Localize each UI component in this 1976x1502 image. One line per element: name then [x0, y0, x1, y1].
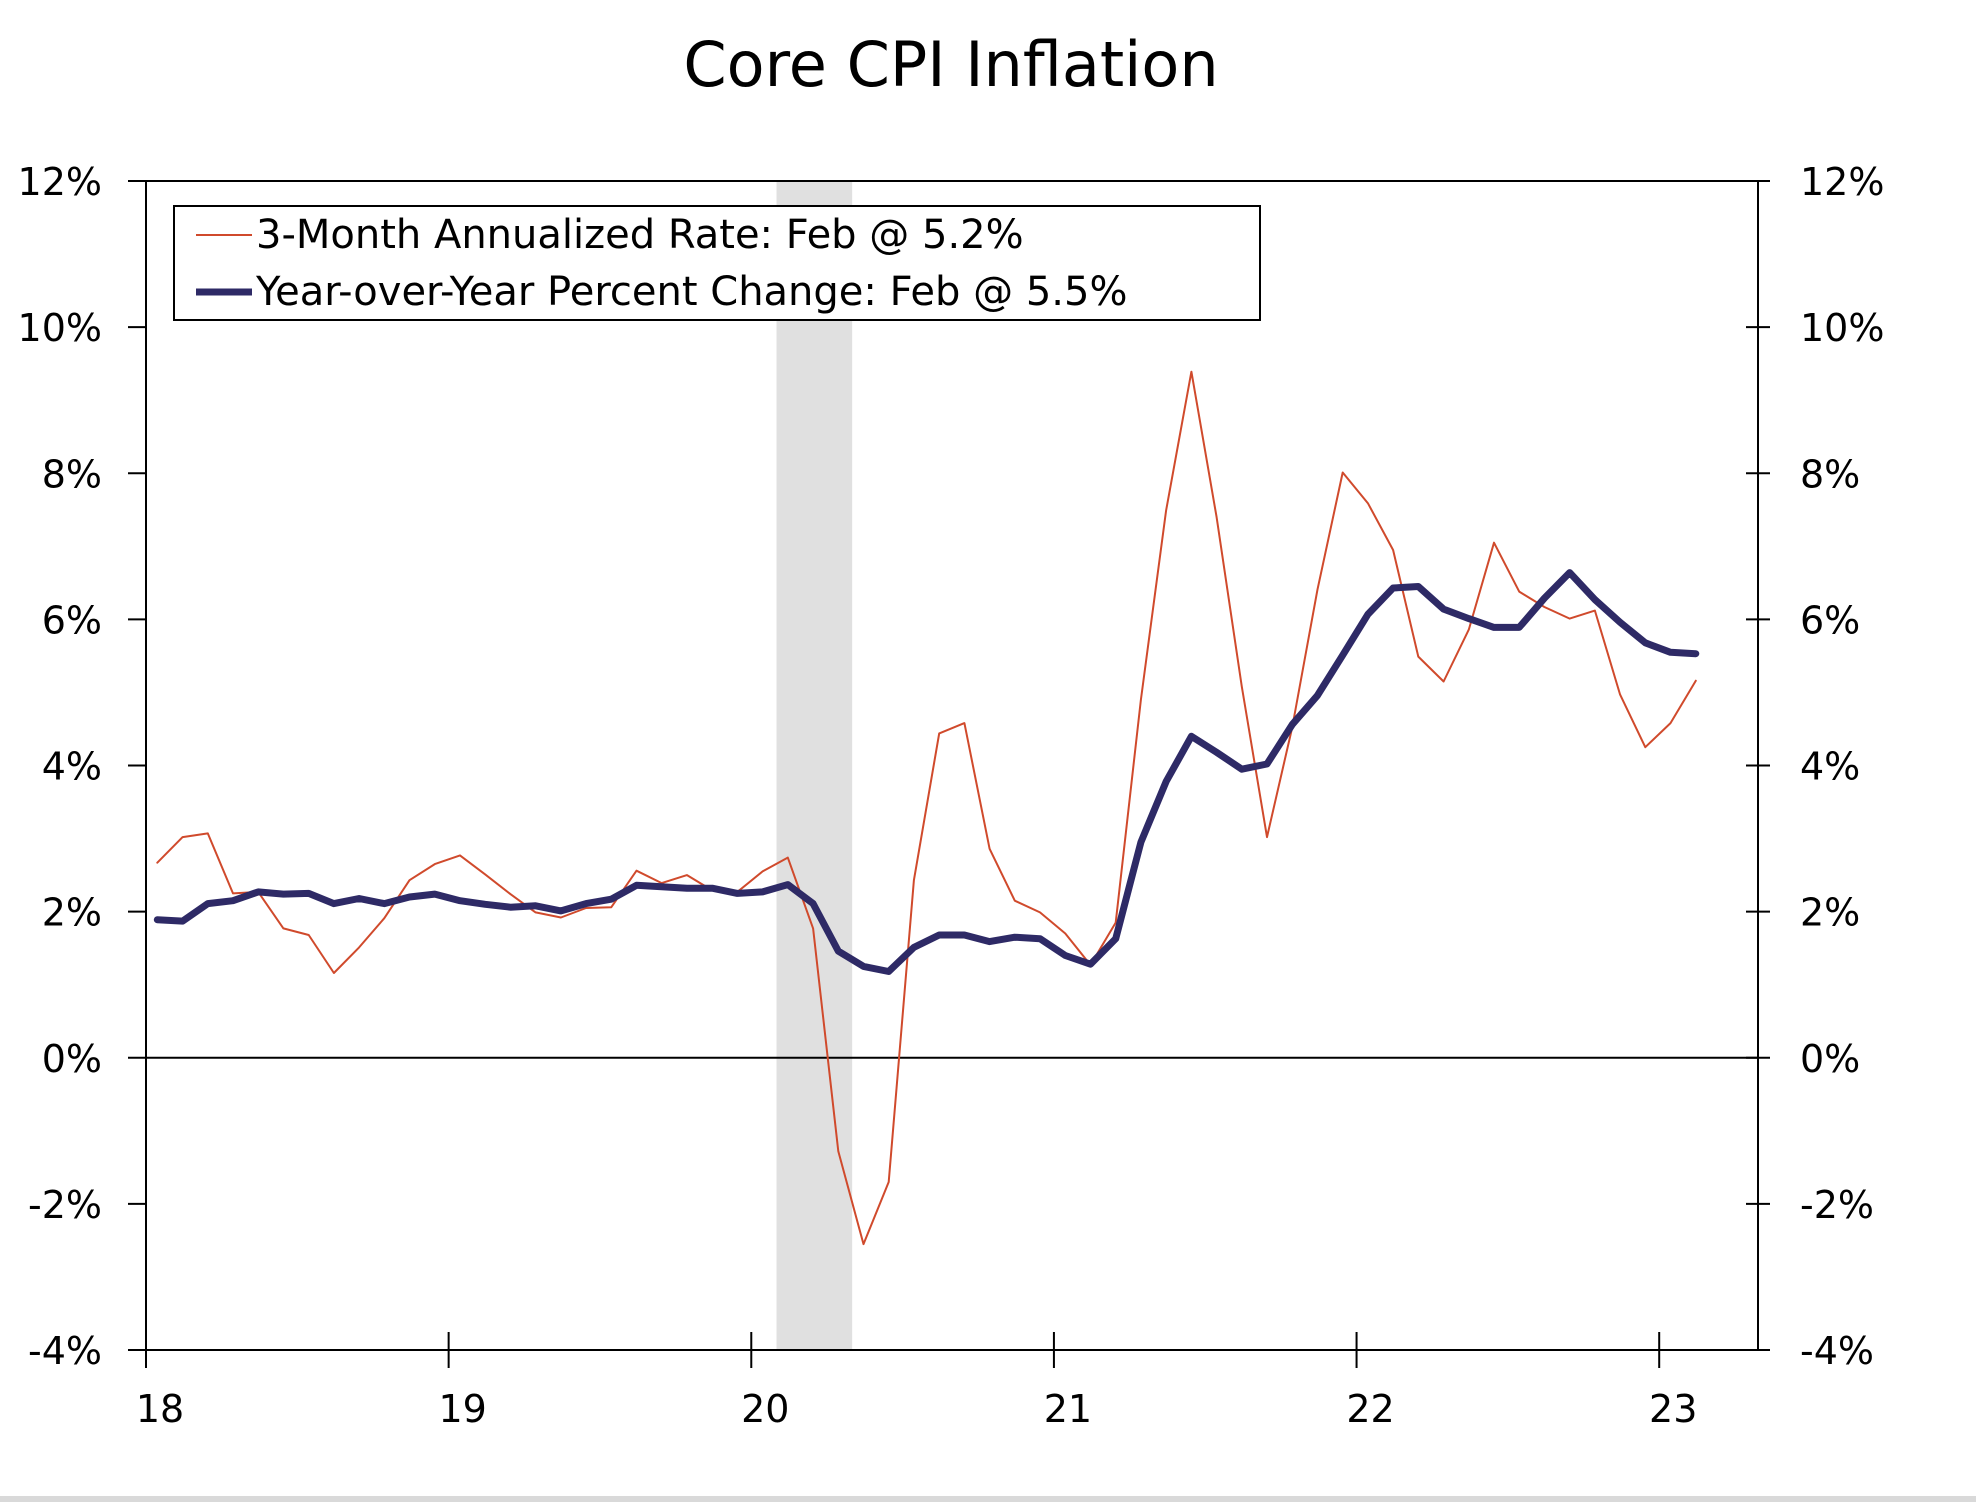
y-tick-label-left: -2% [28, 1183, 102, 1227]
plot-frame [145, 180, 1759, 1351]
y-tick-label-left: 10% [18, 306, 102, 350]
series-line-yoy [153, 569, 1700, 975]
y-tick-label-left: 12% [18, 160, 102, 204]
y-tick-label-right: 2% [1800, 891, 1860, 935]
bottom-border [0, 1496, 1976, 1502]
legend-label-yoy: Year-over-Year Percent Change: Feb @ 5.5… [255, 269, 1127, 315]
x-tick-label: 19 [438, 1387, 486, 1431]
series-line-3-month [156, 370, 1697, 1246]
recession-shading-group [776, 181, 853, 1350]
legend-label-3-month: 3-Month Annualized Rate: Feb @ 5.2% [256, 212, 1024, 258]
y-tick-label-left: 0% [42, 1037, 102, 1081]
x-tick-label: 23 [1649, 1387, 1697, 1431]
y-tick-label-right: 12% [1800, 160, 1884, 204]
x-tick-label: 22 [1346, 1387, 1394, 1431]
y-tick-label-left: 4% [42, 745, 102, 789]
y-tick-label-right: 4% [1800, 745, 1860, 789]
y-tick-label-right: 0% [1800, 1037, 1860, 1081]
y-tick-label-right: 8% [1800, 452, 1860, 496]
x-tick-label: 21 [1044, 1387, 1092, 1431]
axes: 12% 12% 10% 10% 8% 8% 6% 6% 4% 4% 2% 2% 0% 0% -2% -2% -4… [18, 160, 1885, 1431]
y-tick-label-left: -4% [28, 1329, 102, 1373]
y-tick-label-right: 6% [1800, 598, 1860, 642]
y-tick-label-right: 10% [1800, 306, 1884, 350]
y-tick-label-left: 2% [42, 891, 102, 935]
legend-box [173, 205, 1261, 321]
y-tick-label-left: 6% [42, 598, 102, 642]
recession-shading [776, 181, 853, 1350]
x-tick-label: 18 [136, 1387, 184, 1431]
y-tick-label-right: -2% [1800, 1183, 1874, 1227]
x-tick-label: 20 [741, 1387, 789, 1431]
legend: 3-Month Annualized Rate: Feb @ 5.2% Year… [173, 205, 1261, 321]
chart-title: Core CPI Inflation [683, 28, 1218, 101]
y-tick-label-left: 8% [42, 452, 102, 496]
series-lines [153, 370, 1700, 1246]
y-tick-label-right: -4% [1800, 1329, 1874, 1373]
